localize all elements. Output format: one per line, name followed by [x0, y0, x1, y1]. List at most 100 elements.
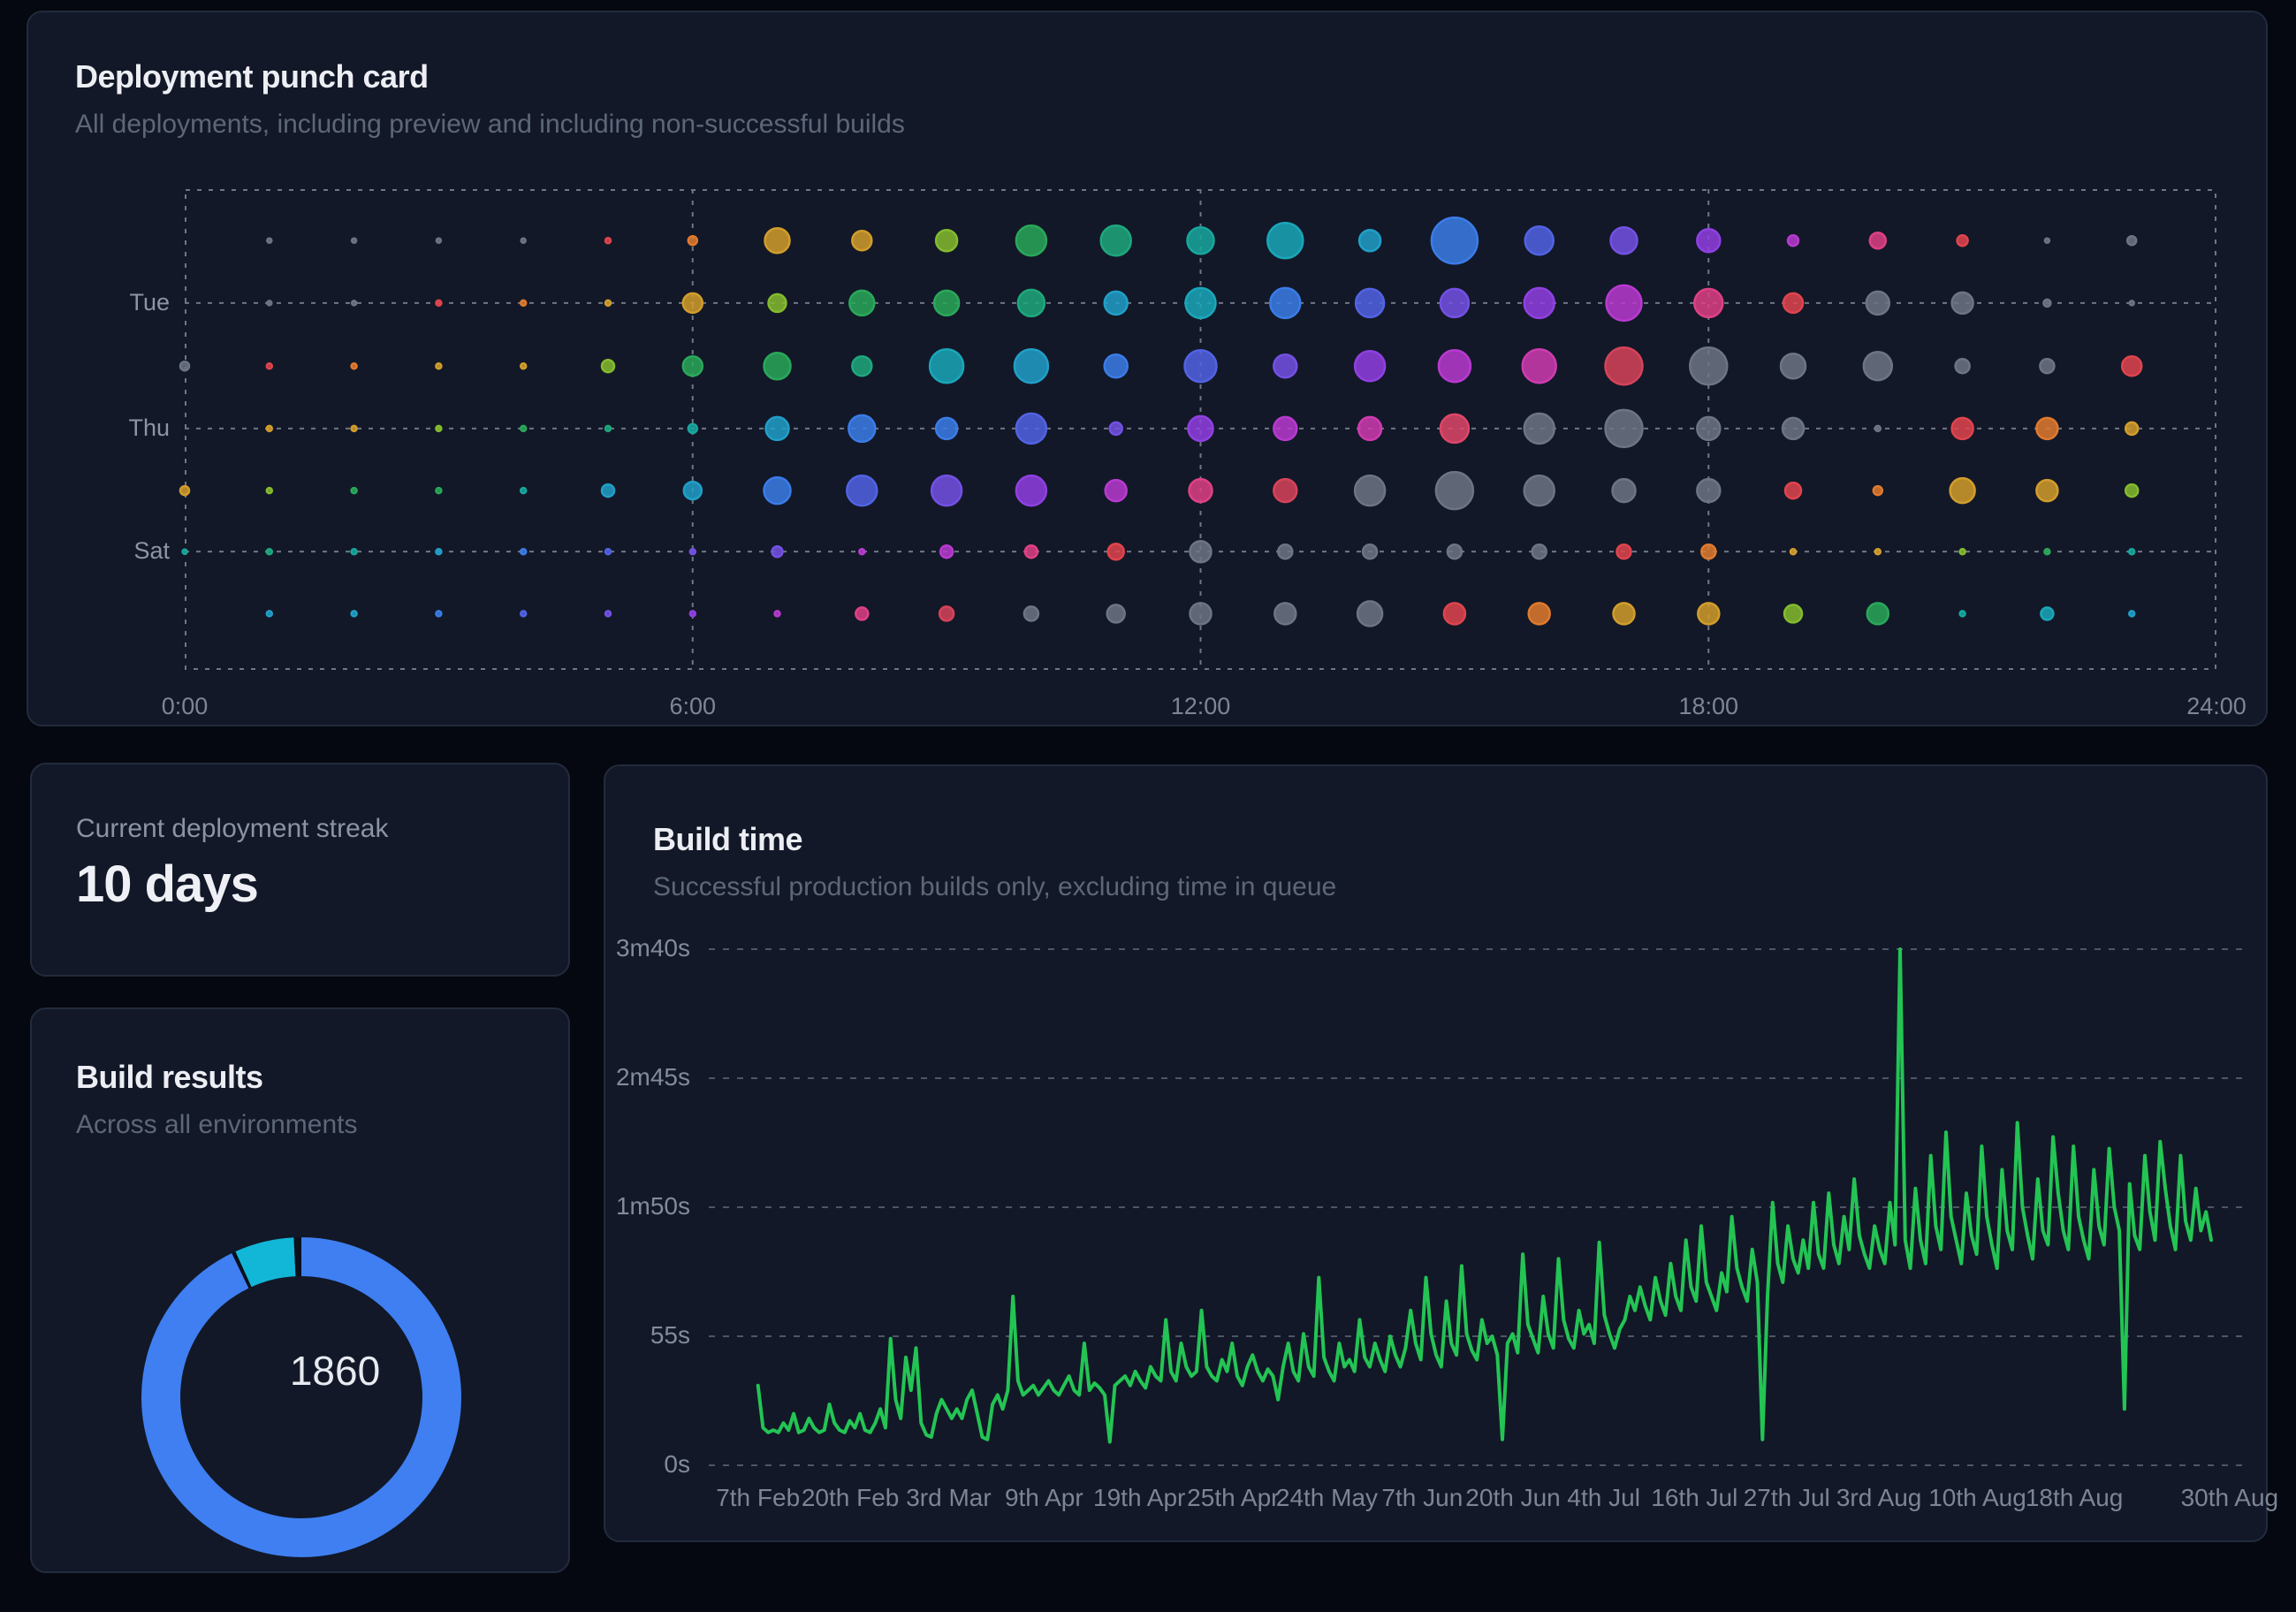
- punch-bubble[interactable]: [1104, 478, 1128, 503]
- punch-bubble[interactable]: [1183, 348, 1218, 384]
- punch-bubble[interactable]: [1357, 415, 1383, 442]
- punch-bubble[interactable]: [1523, 286, 1555, 320]
- punch-bubble[interactable]: [681, 292, 704, 315]
- punch-bubble[interactable]: [350, 361, 358, 370]
- punch-bubble[interactable]: [682, 480, 703, 501]
- donut-segment[interactable]: [141, 1237, 461, 1557]
- punch-bubble[interactable]: [1696, 227, 1722, 254]
- punch-bubble[interactable]: [1783, 604, 1804, 624]
- punch-bubble[interactable]: [604, 236, 612, 245]
- punch-bubble[interactable]: [1874, 424, 1882, 433]
- punch-bubble[interactable]: [2124, 483, 2140, 498]
- punch-bubble[interactable]: [1789, 547, 1798, 556]
- punch-bubble[interactable]: [265, 486, 274, 495]
- punch-bubble[interactable]: [350, 486, 358, 495]
- punch-bubble[interactable]: [1446, 543, 1464, 560]
- punch-bubble[interactable]: [2042, 298, 2052, 308]
- punch-bubble[interactable]: [764, 226, 791, 255]
- punch-bubble[interactable]: [1604, 346, 1644, 386]
- punch-bubble[interactable]: [1273, 477, 1298, 504]
- punch-bubble[interactable]: [1015, 412, 1048, 445]
- punch-bubble[interactable]: [181, 548, 188, 555]
- punch-bubble[interactable]: [764, 415, 790, 442]
- punch-bubble[interactable]: [604, 547, 612, 556]
- punch-bubble[interactable]: [519, 486, 528, 495]
- punch-bubble[interactable]: [179, 360, 191, 372]
- punch-bubble[interactable]: [1354, 287, 1386, 319]
- punch-bubble[interactable]: [1689, 346, 1729, 386]
- punch-bubble[interactable]: [2127, 547, 2136, 556]
- punch-bubble[interactable]: [604, 610, 612, 618]
- punch-bubble[interactable]: [435, 610, 443, 618]
- punch-bubble[interactable]: [265, 610, 274, 618]
- punch-bubble[interactable]: [855, 606, 870, 621]
- punch-bubble[interactable]: [1866, 602, 1890, 626]
- punch-bubble[interactable]: [1186, 225, 1215, 255]
- punch-bubble[interactable]: [519, 299, 528, 308]
- punch-bubble[interactable]: [1521, 347, 1557, 384]
- punch-bubble[interactable]: [604, 424, 612, 433]
- punch-bubble[interactable]: [1184, 286, 1217, 320]
- punch-bubble[interactable]: [519, 424, 528, 433]
- punch-bubble[interactable]: [1693, 287, 1724, 319]
- punch-bubble[interactable]: [179, 484, 191, 497]
- punch-bubble[interactable]: [1782, 292, 1805, 315]
- punch-bubble[interactable]: [1954, 357, 1971, 375]
- punch-bubble[interactable]: [939, 544, 954, 559]
- punch-bubble[interactable]: [1527, 602, 1551, 626]
- punch-bubble[interactable]: [1277, 543, 1294, 560]
- punch-bubble[interactable]: [1273, 602, 1297, 626]
- punch-bubble[interactable]: [1868, 231, 1888, 250]
- punch-bubble[interactable]: [687, 234, 699, 247]
- punch-bubble[interactable]: [1189, 539, 1213, 564]
- punch-bubble[interactable]: [1605, 284, 1643, 323]
- punch-bubble[interactable]: [350, 237, 358, 244]
- punch-bubble[interactable]: [938, 605, 955, 622]
- punch-bubble[interactable]: [1357, 228, 1382, 253]
- punch-bubble[interactable]: [1439, 413, 1471, 445]
- punch-bubble[interactable]: [1862, 350, 1894, 382]
- punch-bubble[interactable]: [687, 422, 699, 435]
- punch-bubble[interactable]: [763, 351, 792, 381]
- punch-bubble[interactable]: [1013, 347, 1050, 384]
- punch-bubble[interactable]: [2039, 357, 2056, 375]
- punch-bubble[interactable]: [932, 289, 961, 317]
- punch-bubble[interactable]: [519, 547, 528, 556]
- punch-bubble[interactable]: [1874, 547, 1882, 556]
- punch-bubble[interactable]: [1611, 477, 1637, 504]
- punch-bubble[interactable]: [1361, 543, 1379, 560]
- punch-bubble[interactable]: [1523, 474, 1555, 507]
- punch-bubble[interactable]: [600, 483, 616, 498]
- punch-bubble[interactable]: [1949, 476, 1976, 505]
- punch-bubble[interactable]: [928, 347, 965, 384]
- punch-bubble[interactable]: [1604, 408, 1644, 449]
- punch-bubble[interactable]: [934, 416, 959, 441]
- punch-bubble[interactable]: [1696, 477, 1722, 504]
- punch-bubble[interactable]: [1696, 415, 1722, 442]
- punch-bubble[interactable]: [1103, 353, 1129, 379]
- punch-bubble[interactable]: [435, 299, 443, 308]
- punch-bubble[interactable]: [266, 300, 273, 307]
- punch-bubble[interactable]: [1099, 224, 1132, 257]
- punch-bubble[interactable]: [1353, 474, 1387, 507]
- punch-bubble[interactable]: [1783, 481, 1803, 500]
- punch-bubble[interactable]: [1015, 224, 1048, 257]
- punch-bubble[interactable]: [1023, 544, 1039, 559]
- punch-bubble[interactable]: [1786, 233, 1800, 247]
- punch-bubble[interactable]: [1872, 484, 1884, 497]
- punch-bubble[interactable]: [1437, 348, 1472, 384]
- punch-bubble[interactable]: [1950, 291, 1974, 316]
- punch-bubble[interactable]: [1273, 415, 1298, 442]
- punch-bubble[interactable]: [1106, 542, 1125, 561]
- punch-bubble[interactable]: [1442, 602, 1467, 626]
- punch-bubble[interactable]: [604, 299, 612, 308]
- punch-bubble[interactable]: [350, 424, 358, 433]
- punch-bubble[interactable]: [1865, 290, 1891, 316]
- punch-bubble[interactable]: [2124, 421, 2140, 437]
- punch-bubble[interactable]: [1266, 221, 1304, 260]
- punch-bubble[interactable]: [520, 237, 527, 244]
- punch-bubble[interactable]: [1023, 605, 1040, 622]
- punch-bubble[interactable]: [1187, 414, 1214, 443]
- punch-bubble[interactable]: [1273, 353, 1298, 379]
- punch-bubble[interactable]: [266, 237, 273, 244]
